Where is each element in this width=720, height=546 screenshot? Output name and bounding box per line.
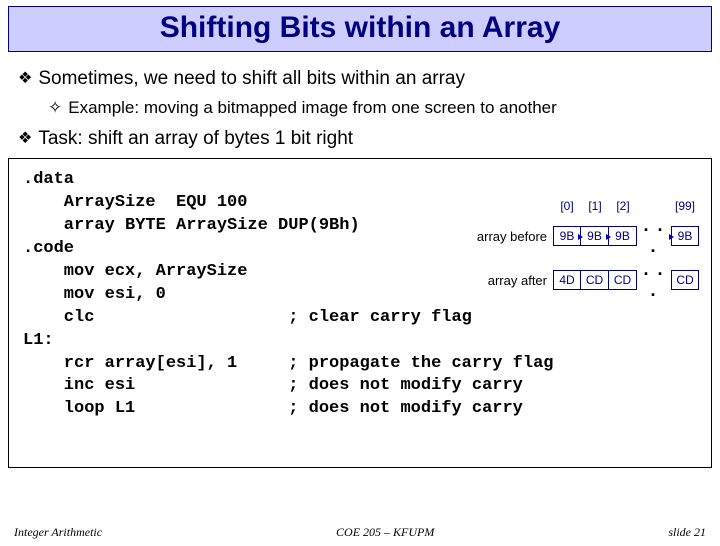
idx-cell: [2] xyxy=(609,199,637,213)
arrow-icon xyxy=(606,234,611,240)
dots: . . . xyxy=(637,215,671,257)
slide-title: Shifting Bits within an Array xyxy=(160,11,561,44)
bullet-2-text: Example: moving a bitmapped image from o… xyxy=(68,98,557,117)
code-box: .data ArraySize EQU 100 array BYTE Array… xyxy=(8,158,712,468)
diamond-bullet-icon: ❖ xyxy=(18,130,32,147)
footer-right: slide 21 xyxy=(668,525,706,540)
before-row: array before 9B 9B 9B . . . 9B xyxy=(473,215,699,257)
footer-mid: COE 205 – KFUPM xyxy=(102,525,668,540)
arrow-icon xyxy=(578,234,583,240)
diamond-small-icon: ✧ xyxy=(48,98,62,117)
code-line: L1: xyxy=(23,330,701,353)
title-bar: Shifting Bits within an Array xyxy=(8,6,712,52)
arrow-icon xyxy=(669,234,674,240)
array-cell: CD xyxy=(609,270,637,290)
bullet-2: ✧ Example: moving a bitmapped image from … xyxy=(48,98,702,118)
bullet-3: ❖ Task: shift an array of bytes 1 bit rig… xyxy=(18,128,702,150)
array-cell: 9B xyxy=(609,226,637,246)
bullet-1-text: Sometimes, we need to shift all bits wit… xyxy=(38,68,465,89)
code-line: rcr array[esi], 1 ; propagate the carry … xyxy=(23,353,701,376)
code-line: .data xyxy=(23,169,701,192)
code-line: loop L1 ; does not modify carry xyxy=(23,398,701,421)
idx-cell: [0] xyxy=(553,199,581,213)
bullet-1: ❖ Sometimes, we need to shift all bits wi… xyxy=(18,68,702,90)
array-cell: CD xyxy=(671,270,699,290)
after-row: array after 4D CD CD . . . CD xyxy=(473,259,699,301)
idx-cell: [99] xyxy=(671,199,699,213)
diamond-bullet-icon: ❖ xyxy=(18,70,32,87)
code-line: inc esi ; does not modify carry xyxy=(23,375,701,398)
after-label: array after xyxy=(473,273,553,288)
dots: . . . xyxy=(637,259,671,301)
array-cell: 9B xyxy=(581,226,609,246)
code-line: clc ; clear carry flag xyxy=(23,307,701,330)
before-label: array before xyxy=(473,229,553,244)
array-cell: 4D xyxy=(553,270,581,290)
footer: Integer Arithmetic COE 205 – KFUPM slide… xyxy=(0,525,720,540)
index-row: [0] [1] [2] [99] xyxy=(473,199,699,213)
bullet-3-text: Task: shift an array of bytes 1 bit righ… xyxy=(38,128,353,149)
idx-cell: [1] xyxy=(581,199,609,213)
array-cell: 9B xyxy=(553,226,581,246)
content-area: ❖ Sometimes, we need to shift all bits wi… xyxy=(0,52,720,150)
footer-left: Integer Arithmetic xyxy=(14,525,102,540)
array-cell: CD xyxy=(581,270,609,290)
array-figure: [0] [1] [2] [99] array before 9B 9B 9B .… xyxy=(473,199,699,301)
array-cell: 9B xyxy=(671,226,699,246)
